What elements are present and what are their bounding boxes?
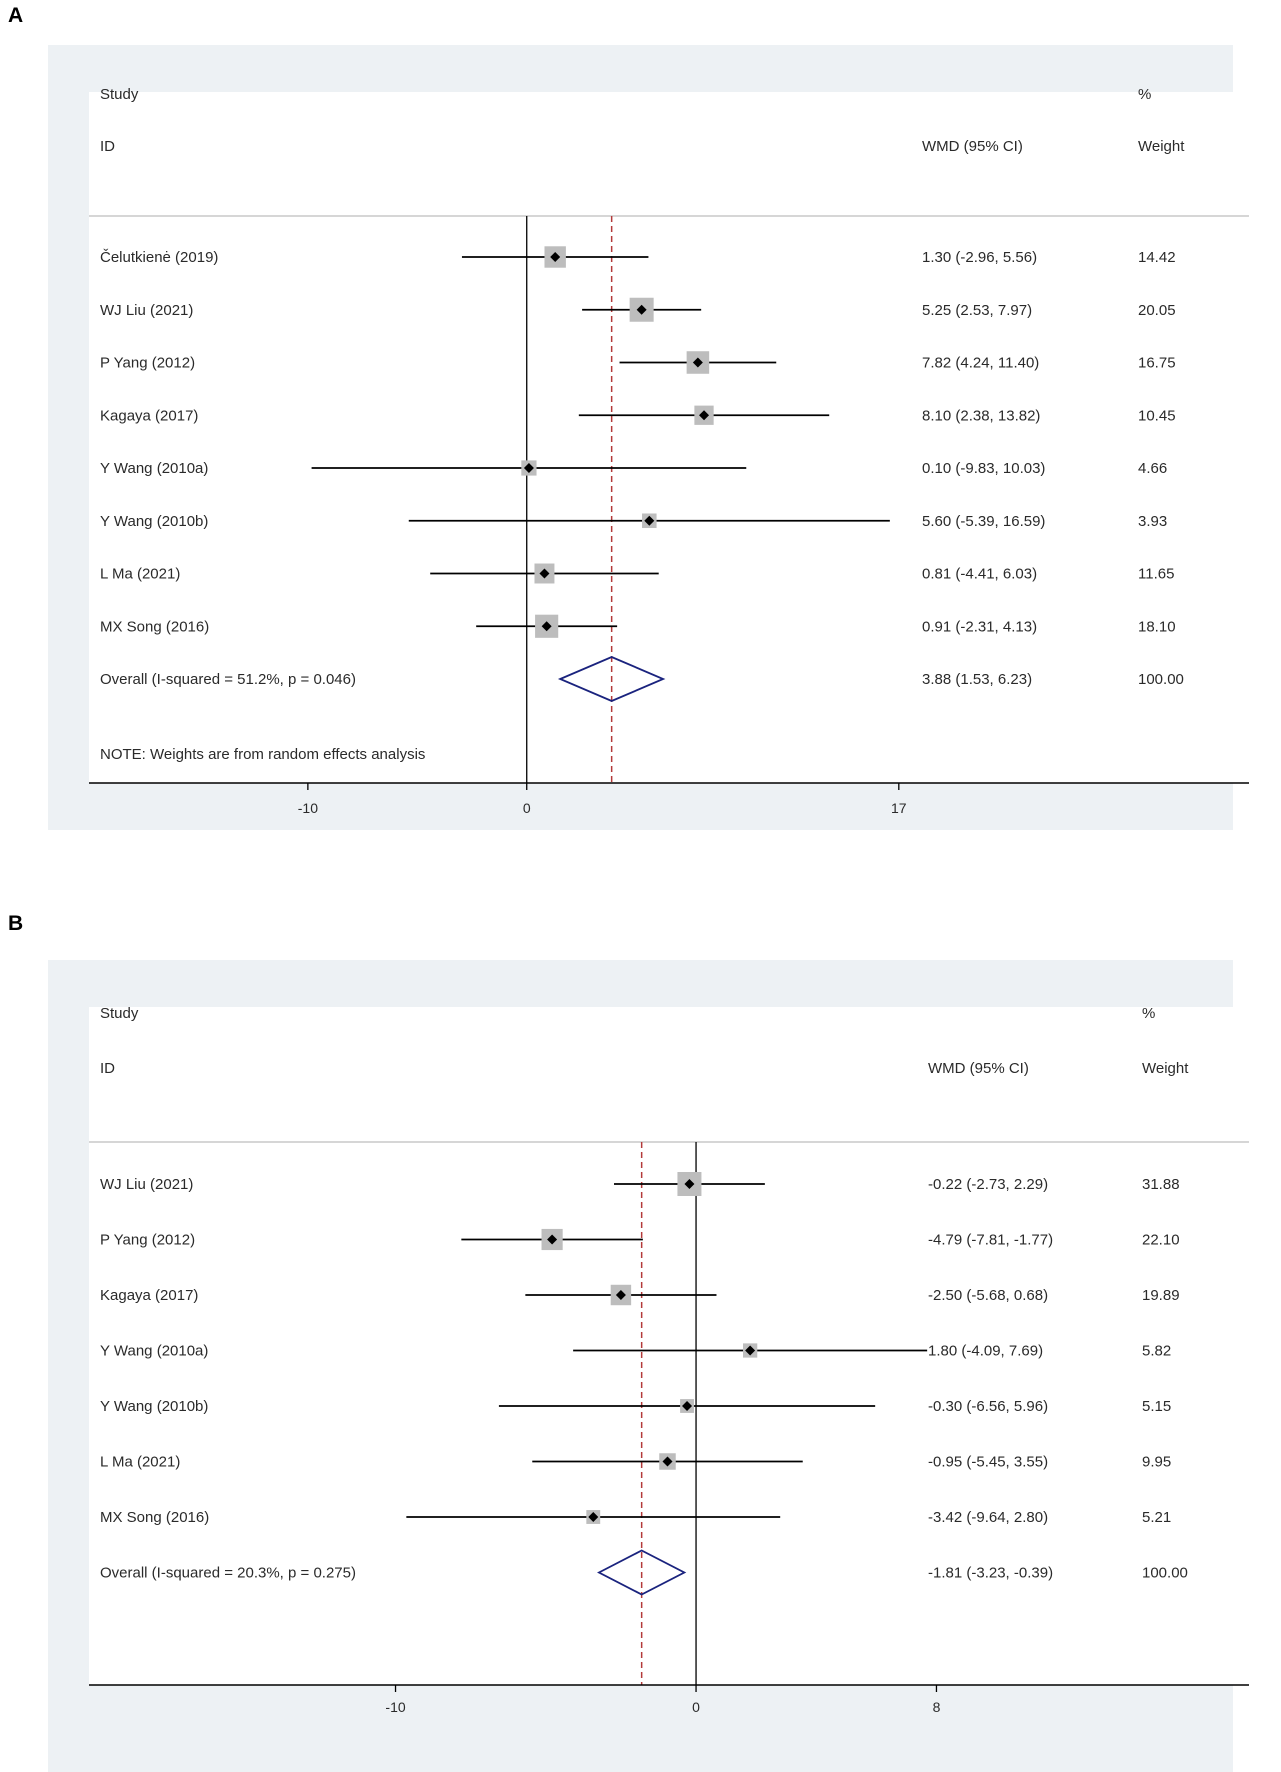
plot-panel [89, 92, 1249, 783]
point-estimate [699, 410, 710, 421]
study-name: Y Wang (2010a) [100, 460, 208, 477]
study-name: Kagaya (2017) [100, 407, 198, 424]
panel-label-b: B [8, 912, 24, 935]
point-estimate [539, 568, 550, 579]
point-estimate [523, 463, 534, 473]
x-tick-label: 0 [523, 800, 531, 816]
header-weight: Weight [1138, 138, 1185, 155]
effect-ci-text: 0.10 (-9.83, 10.03) [922, 460, 1045, 477]
overall-ci-text: 3.88 (1.53, 6.23) [922, 671, 1032, 688]
study-name: WJ Liu (2021) [100, 302, 193, 319]
effect-ci-text: 7.82 (4.24, 11.40) [922, 355, 1039, 372]
overall-label: Overall (I-squared = 51.2%, p = 0.046) [100, 671, 356, 688]
weight-text: 14.42 [1138, 249, 1176, 266]
study-name: MX Song (2016) [100, 618, 209, 635]
study-name: Y Wang (2010b) [100, 513, 208, 530]
point-estimate [692, 357, 703, 368]
study-name: L Ma (2021) [100, 566, 180, 583]
overall-weight-text: 100.00 [1138, 671, 1184, 688]
header-effect: WMD (95% CI) [922, 138, 1023, 155]
overall-diamond [557, 656, 666, 702]
footnote: NOTE: Weights are from random effects an… [100, 746, 425, 763]
weight-text: 4.66 [1138, 460, 1167, 477]
weight-text: 10.45 [1138, 407, 1176, 424]
weight-text: 20.05 [1138, 302, 1176, 319]
header-study: Study [100, 86, 139, 103]
weight-text: 3.93 [1138, 513, 1167, 530]
point-estimate [550, 252, 561, 262]
effect-ci-text: 0.81 (-4.41, 6.03) [922, 566, 1037, 583]
header-percent: % [1138, 86, 1151, 103]
point-estimate [644, 515, 655, 526]
study-name: P Yang (2012) [100, 355, 195, 372]
x-tick-label: -10 [298, 800, 318, 816]
x-tick-label: 17 [891, 800, 907, 816]
weight-text: 11.65 [1138, 566, 1174, 583]
effect-ci-text: 5.60 (-5.39, 16.59) [922, 513, 1045, 530]
header-id: ID [100, 138, 115, 155]
effect-ci-text: 5.25 (2.53, 7.97) [922, 302, 1032, 319]
point-estimate [541, 621, 552, 632]
point-estimate [636, 304, 647, 315]
panel-label-a: A [8, 4, 24, 27]
weight-text: 18.10 [1138, 618, 1176, 635]
effect-ci-text: 8.10 (2.38, 13.82) [922, 407, 1040, 424]
study-name: Čelutkienė (2019) [100, 249, 218, 266]
weight-text: 16.75 [1138, 355, 1176, 372]
effect-ci-text: 1.30 (-2.96, 5.56) [922, 249, 1037, 266]
effect-ci-text: 0.91 (-2.31, 4.13) [922, 618, 1037, 635]
